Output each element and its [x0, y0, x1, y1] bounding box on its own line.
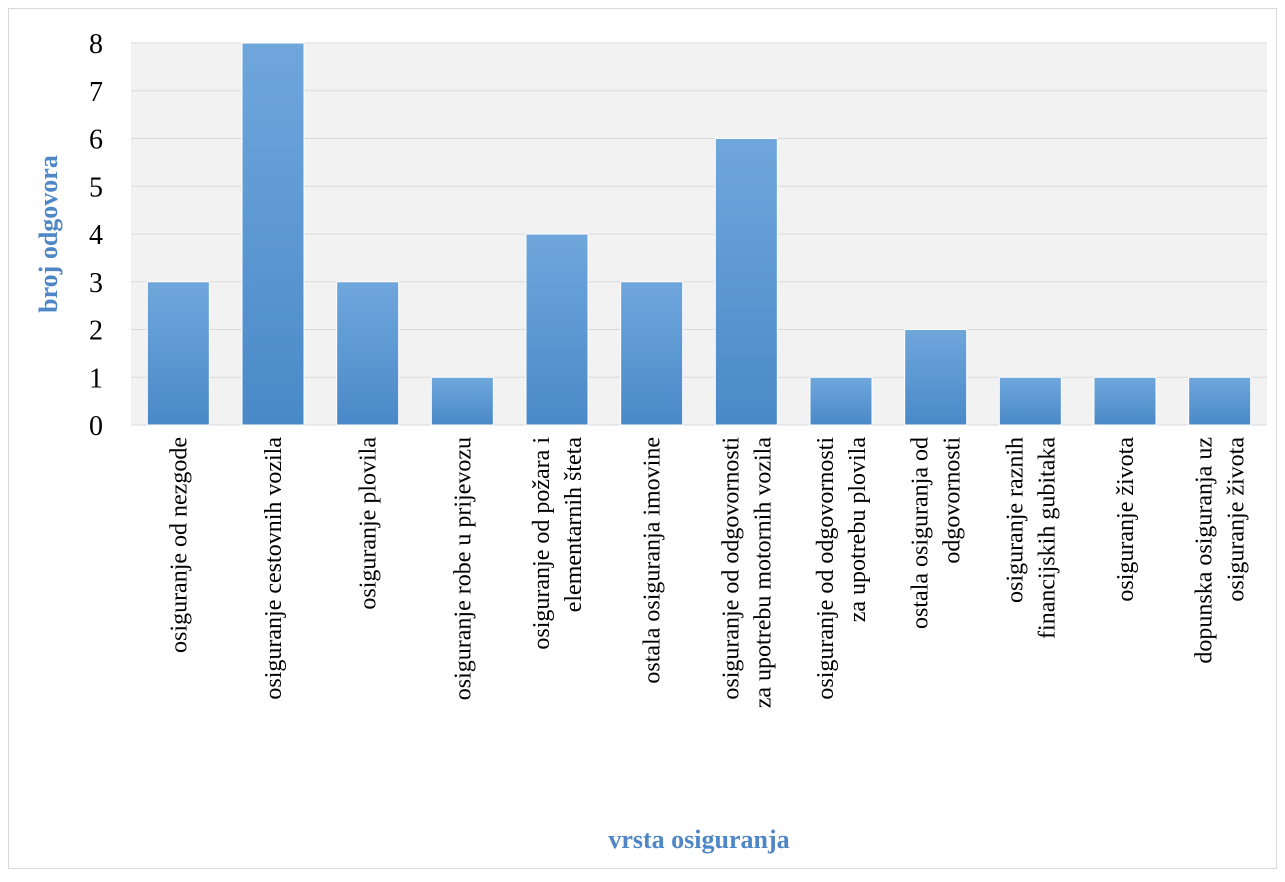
x-tick-label: osiguranje cestovnih vozila — [261, 437, 287, 700]
svg-text:osiguranje života: osiguranje života — [1113, 437, 1139, 602]
x-tick-label: dopunska osiguranja uz osiguranje života — [1192, 437, 1250, 664]
bars — [146, 42, 1252, 426]
bar — [620, 281, 684, 426]
y-tick-label: 2 — [89, 316, 103, 347]
y-tick-label: 3 — [89, 268, 103, 299]
y-tick-label: 0 — [89, 411, 103, 442]
x-tick-label: osiguranje od nezgode — [166, 437, 192, 653]
y-tick-label: 5 — [89, 172, 103, 203]
y-tick-label: 6 — [89, 125, 103, 156]
x-tick-label: osiguranje robe u prijevozu — [450, 437, 476, 700]
bar — [1188, 376, 1252, 426]
bar — [1093, 376, 1157, 426]
bar — [241, 42, 305, 426]
bar — [904, 329, 968, 426]
x-tick-label: osiguranje života — [1113, 437, 1139, 602]
svg-text:osiguranje od nezgode: osiguranje od nezgode — [166, 437, 192, 653]
y-tick-label: 1 — [89, 363, 103, 394]
y-axis-title: broj odgovora — [34, 155, 63, 313]
y-tick-label: 8 — [89, 29, 103, 60]
svg-text:osiguranje robe u prijevozu: osiguranje robe u prijevozu — [450, 437, 476, 700]
y-tick-label: 4 — [89, 220, 103, 251]
x-tick-label: osiguranje od odgovornosti za upotrebu pl… — [813, 437, 871, 700]
bar — [714, 138, 778, 426]
y-tick-label: 7 — [89, 77, 103, 108]
bar — [809, 376, 873, 426]
x-axis-ticks: osiguranje od nezgode osiguranje cestovni… — [166, 437, 1249, 709]
bar — [525, 233, 589, 426]
bar — [336, 281, 400, 426]
x-tick-label: ostala osiguranja od odgovornosti — [908, 437, 966, 629]
svg-text:ostala osiguranja imovine: ostala osiguranja imovine — [640, 437, 666, 684]
x-tick-label: osiguranje raznih financijskih gubitaka — [1002, 437, 1060, 639]
x-tick-label: ostala osiguranja imovine — [640, 437, 666, 684]
bar — [998, 376, 1062, 426]
y-axis-ticks: 0 1 2 3 4 5 6 7 8 — [89, 29, 103, 442]
bar — [146, 281, 210, 426]
x-tick-label: osiguranje plovila — [356, 437, 382, 610]
x-tick-label: osiguranje od odgovornosti za upotrebu mo… — [718, 437, 776, 709]
x-tick-label: osiguranje od požara i elementarnih šteta — [529, 437, 587, 650]
svg-text:osiguranje plovila: osiguranje plovila — [356, 437, 382, 610]
bar — [430, 376, 494, 426]
svg-text:osiguranje cestovnih vozila: osiguranje cestovnih vozila — [261, 437, 287, 700]
x-axis-title: vrsta osiguranja — [608, 825, 789, 854]
gridlines — [131, 42, 1267, 426]
